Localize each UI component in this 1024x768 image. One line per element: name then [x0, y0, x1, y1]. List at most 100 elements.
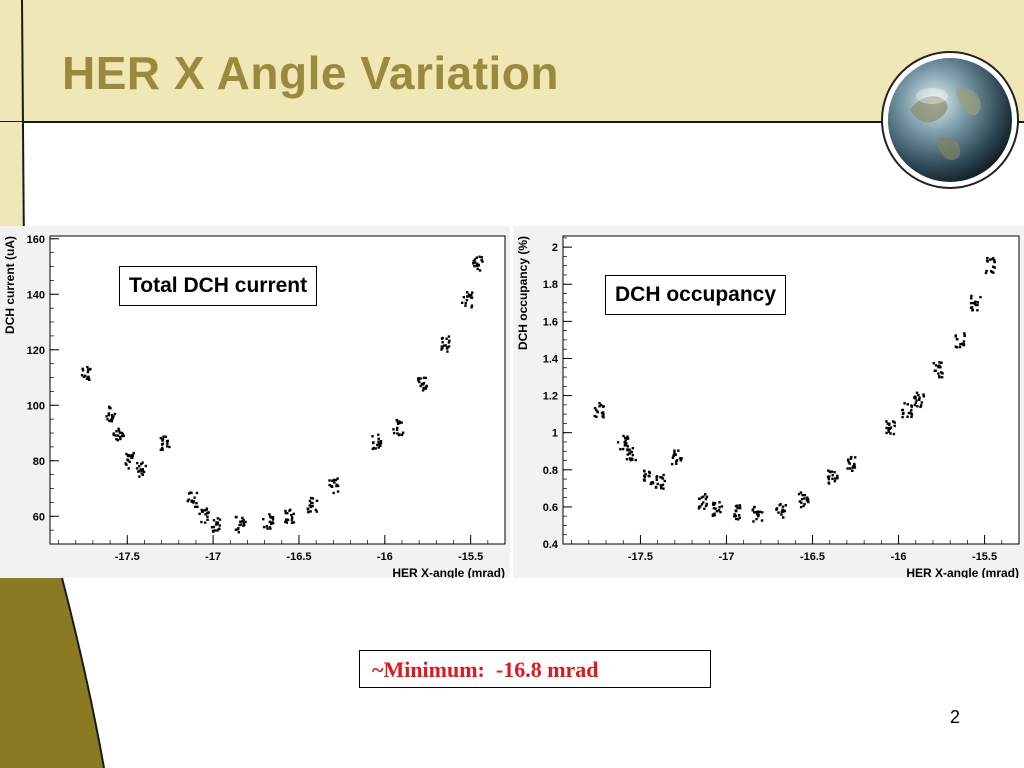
data-point: [105, 415, 108, 418]
data-point: [140, 472, 143, 475]
data-point: [986, 256, 989, 260]
data-point: [753, 505, 756, 509]
y-tick-label: 120: [27, 345, 45, 357]
data-point: [848, 467, 852, 470]
data-point: [675, 459, 679, 462]
data-point: [670, 462, 674, 466]
data-point: [831, 474, 834, 477]
data-point: [836, 474, 839, 478]
data-point: [781, 508, 784, 511]
data-point: [292, 512, 295, 516]
data-point: [292, 521, 296, 524]
data-point: [309, 496, 313, 500]
data-point: [673, 449, 676, 452]
plot-callout-occupancy: DCH occupancy: [605, 275, 787, 315]
data-point: [887, 428, 890, 432]
data-point: [596, 410, 599, 413]
data-point: [198, 512, 201, 516]
data-point: [737, 513, 741, 517]
data-point: [910, 413, 914, 416]
data-point: [241, 516, 244, 520]
data-point: [976, 309, 979, 312]
data-point: [192, 501, 195, 504]
data-point: [308, 499, 312, 503]
data-point: [262, 525, 266, 529]
data-point: [89, 367, 92, 371]
data-point: [782, 516, 785, 519]
x-tick-label: -16: [891, 551, 907, 563]
y-tick-label: 0.4: [543, 539, 559, 551]
data-point: [290, 518, 294, 522]
data-point: [917, 398, 921, 401]
data-point: [974, 303, 977, 307]
x-tick-label: -17: [719, 551, 735, 563]
data-point: [243, 523, 246, 526]
data-point: [631, 453, 635, 457]
data-point: [738, 504, 742, 507]
data-point: [849, 457, 853, 460]
data-point: [398, 433, 401, 436]
data-point: [976, 301, 980, 304]
data-point: [954, 345, 957, 348]
data-point: [629, 458, 632, 462]
data-point: [333, 481, 336, 484]
data-point: [705, 495, 709, 499]
data-point: [992, 271, 995, 274]
data-point: [990, 270, 994, 274]
data-point: [112, 433, 115, 437]
data-point: [86, 370, 90, 374]
data-point: [914, 397, 917, 400]
data-point: [660, 486, 663, 490]
data-point: [447, 341, 451, 344]
data-point: [973, 301, 977, 305]
x-tick-label: -17: [205, 551, 221, 563]
data-point: [109, 407, 112, 410]
data-point: [396, 432, 399, 435]
x-tick-label: -16.5: [800, 551, 825, 563]
data-point: [915, 399, 918, 402]
data-point: [212, 525, 216, 529]
y-axis-label: DCH current (uA): [3, 236, 17, 334]
data-point: [107, 413, 111, 417]
data-point: [598, 405, 601, 408]
y-tick-label: 80: [33, 456, 45, 468]
data-point: [421, 389, 425, 392]
data-point: [909, 411, 912, 414]
data-point: [757, 515, 760, 518]
data-point: [644, 473, 647, 476]
y-tick-label: 2: [552, 242, 558, 254]
data-point: [85, 377, 89, 381]
data-point: [887, 426, 891, 430]
data-point: [962, 343, 966, 346]
data-point: [679, 459, 683, 462]
data-point: [161, 442, 165, 445]
data-point: [286, 518, 290, 522]
data-point: [239, 523, 243, 526]
data-point: [593, 407, 597, 410]
data-point: [306, 508, 310, 511]
data-point: [919, 405, 922, 409]
data-point: [216, 529, 219, 532]
data-point: [440, 348, 443, 351]
data-point: [962, 340, 966, 343]
data-point: [937, 372, 940, 375]
data-point: [473, 264, 476, 268]
data-point: [395, 418, 398, 422]
data-point: [671, 456, 675, 460]
data-point: [959, 343, 962, 346]
x-tick-label: -15.5: [972, 551, 997, 563]
plot-callout-current: Total DCH current: [119, 266, 318, 306]
data-point: [988, 258, 992, 261]
data-point: [447, 345, 451, 348]
data-point: [940, 375, 944, 379]
data-point: [124, 462, 127, 465]
data-point: [161, 437, 165, 441]
data-point: [119, 436, 122, 439]
data-point: [166, 442, 169, 445]
data-point: [955, 337, 959, 341]
data-point: [939, 366, 942, 369]
data-point: [938, 375, 941, 378]
data-point: [623, 441, 626, 444]
data-point: [654, 486, 658, 489]
data-point: [623, 436, 627, 440]
